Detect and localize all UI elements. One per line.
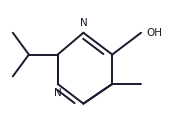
Text: N: N <box>79 18 87 28</box>
Text: N: N <box>54 88 62 98</box>
Text: OH: OH <box>146 28 162 38</box>
